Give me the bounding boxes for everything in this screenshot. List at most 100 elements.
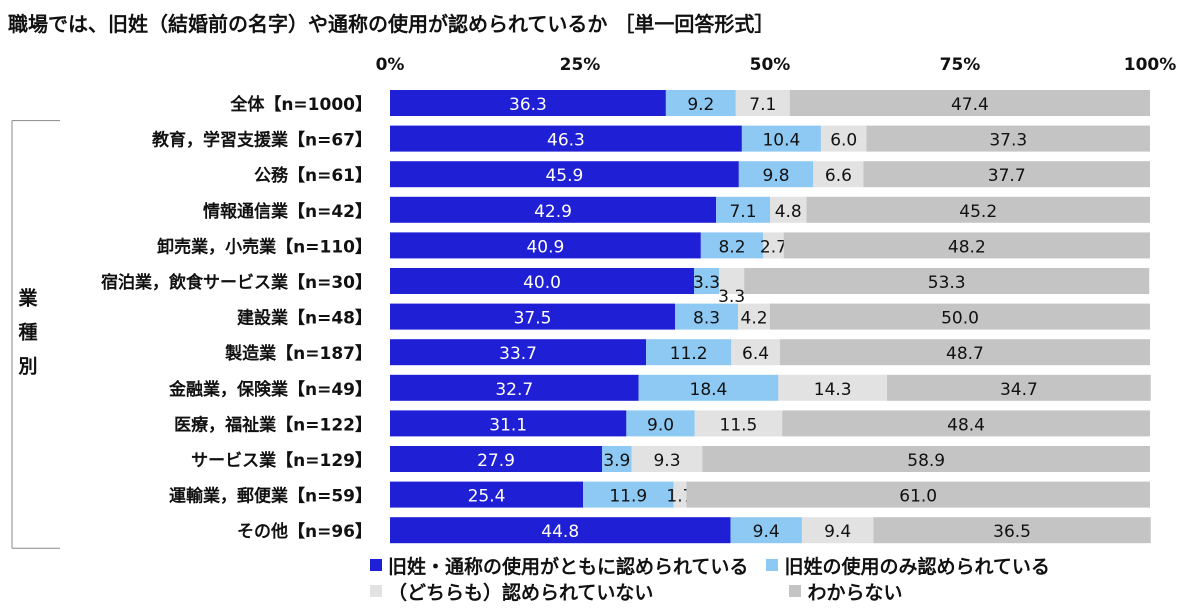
data-label: 37.7 xyxy=(988,166,1026,186)
bar-segment xyxy=(770,196,807,223)
bar-segment xyxy=(744,268,1150,294)
data-label: 6.0 xyxy=(830,131,857,151)
data-label: 42.9 xyxy=(534,202,572,222)
data-label: 58.9 xyxy=(907,451,945,471)
group-label-char: 別 xyxy=(18,355,37,377)
data-label: 50.0 xyxy=(941,309,979,329)
legend-swatch-not-allowed xyxy=(370,585,382,597)
data-label: 6.6 xyxy=(825,166,852,186)
bar-segment xyxy=(738,303,770,330)
bar-segment xyxy=(390,232,701,259)
data-label: 33.7 xyxy=(499,344,537,364)
bar-segment xyxy=(779,339,1150,366)
data-label: 4.8 xyxy=(775,202,802,222)
data-label: 11.5 xyxy=(720,415,758,435)
legend-label-kyusei-only: 旧姓の使用のみ認められている xyxy=(784,555,1050,578)
data-label: 32.7 xyxy=(495,380,533,400)
data-label: 6.4 xyxy=(742,344,769,364)
category-label: 公務【n=61】 xyxy=(254,165,372,186)
bar-segment xyxy=(731,339,780,366)
data-label: 18.4 xyxy=(690,380,728,400)
category-label: その他【n=96】 xyxy=(237,521,372,542)
data-label: 8.2 xyxy=(718,237,745,257)
x-tick-label: 0% xyxy=(376,55,405,75)
category-label: 全体【n=1000】 xyxy=(229,94,372,115)
chart-title: 職場では、旧姓（結婚前の名字）や通称の使用が認められているか ［単一回答形式］ xyxy=(8,12,775,36)
bar-segment xyxy=(866,125,1150,152)
data-label: 45.9 xyxy=(545,166,583,186)
data-label: 44.8 xyxy=(541,522,579,542)
group-label-char: 種 xyxy=(18,321,37,343)
x-tick-label: 50% xyxy=(750,55,791,75)
bar-segment xyxy=(638,374,779,401)
legend-label-not-allowed: （どちらも）認められていない xyxy=(388,581,654,604)
bar-segment xyxy=(646,339,732,366)
bar-segment xyxy=(820,125,867,152)
data-label: 37.5 xyxy=(514,309,552,329)
data-label: 10.4 xyxy=(762,131,800,151)
data-label: 48.2 xyxy=(948,237,986,257)
category-label: 宿泊業，飲食サービス業【n=30】 xyxy=(101,272,372,293)
bar-segment xyxy=(390,268,694,294)
data-label: 48.7 xyxy=(946,344,984,364)
bar-segment xyxy=(863,161,1150,188)
bar-segment xyxy=(686,481,1150,508)
data-label: 45.2 xyxy=(959,202,997,222)
data-label: 36.5 xyxy=(993,522,1031,542)
data-label: 31.1 xyxy=(489,415,527,435)
data-label: 3.9 xyxy=(603,451,630,471)
data-label: 3.3 xyxy=(718,287,745,307)
bar-segment xyxy=(583,481,674,508)
legend-item-not-allowed: （どちらも）認められていない xyxy=(370,578,653,605)
bar-segment xyxy=(626,410,695,437)
data-label: 9.4 xyxy=(824,522,851,542)
data-label: 25.4 xyxy=(468,487,506,507)
category-label: 製造業【n=187】 xyxy=(224,343,372,364)
bar-segment xyxy=(719,268,745,294)
bar-segment xyxy=(673,481,687,508)
legend: 旧姓・通称の使用がともに認められている 旧姓の使用のみ認められている （どちらも… xyxy=(370,552,1170,604)
bar-segment xyxy=(738,161,814,188)
data-label: 3.3 xyxy=(693,273,720,293)
bar-segment xyxy=(716,196,770,223)
bar-segment xyxy=(873,517,1151,544)
data-label: 61.0 xyxy=(899,487,937,507)
x-tick-label: 75% xyxy=(940,55,981,75)
bar-segment xyxy=(782,410,1150,437)
bar-segment xyxy=(390,410,627,437)
bar-segment xyxy=(694,410,783,437)
bar-segment xyxy=(390,481,584,508)
bar-segment xyxy=(602,446,632,472)
bar-segment xyxy=(390,374,639,401)
bar-segment xyxy=(390,125,742,152)
bar-segment xyxy=(694,268,720,294)
bar-segment xyxy=(390,446,603,472)
legend-item-kyusei-only: 旧姓の使用のみ認められている xyxy=(766,552,1050,579)
legend-label-unknown: わからない xyxy=(807,581,903,604)
data-label: 11.2 xyxy=(670,344,708,364)
legend-swatch-kyusei-only xyxy=(766,559,779,571)
category-label: 医療，福祉業【n=122】 xyxy=(174,414,372,435)
legend-swatch-both xyxy=(370,559,382,571)
bar-segment xyxy=(806,196,1150,223)
data-label: 7.1 xyxy=(729,202,756,222)
data-label: 2.7 xyxy=(760,237,787,257)
data-label: 40.0 xyxy=(523,273,561,293)
data-label: 11.9 xyxy=(609,487,647,507)
legend-item-both: 旧姓・通称の使用がともに認められている xyxy=(370,552,748,579)
category-label: 建設業【n=48】 xyxy=(237,308,372,329)
category-label: 卸売業，小売業【n=110】 xyxy=(157,236,372,257)
bar-segment xyxy=(700,232,764,259)
data-label: 9.2 xyxy=(687,95,714,115)
data-label: 46.3 xyxy=(547,131,585,151)
bar-segment xyxy=(665,90,736,116)
bar-segment xyxy=(801,517,874,544)
bar-segment xyxy=(390,161,739,188)
bar-segment xyxy=(783,232,1150,259)
bar-segment xyxy=(390,303,675,330)
category-label: 教育，学習支援業【n=67】 xyxy=(151,130,372,151)
data-label: 47.4 xyxy=(951,95,989,115)
data-label: 34.7 xyxy=(1000,380,1038,400)
bar-segment xyxy=(778,374,888,401)
stacked-bar-chart: 0% 25% 50% 75% 100% 業種別 全体【n=1000】 36.3 9.2 7.1 47… xyxy=(11,55,1176,549)
